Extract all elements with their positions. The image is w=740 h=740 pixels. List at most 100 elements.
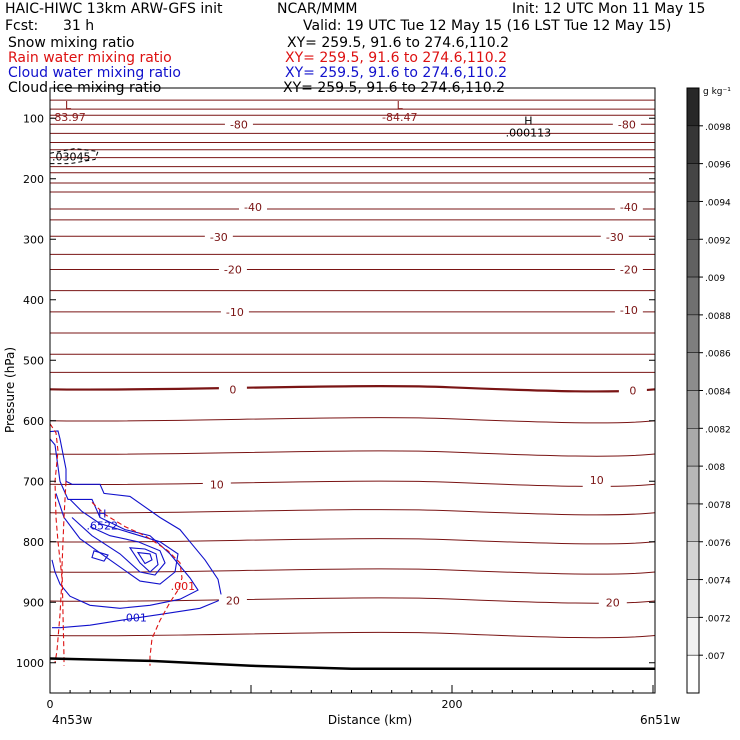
extremum-value: -84.47 <box>382 111 417 124</box>
colorbar-label: .0094 <box>705 198 731 208</box>
colorbar-label: .0086 <box>705 350 731 360</box>
isotherm-label-bg <box>598 596 627 610</box>
colorbar-label: .0082 <box>705 425 731 435</box>
x-end-label: 6n51w <box>640 713 681 727</box>
y-tick-label: 200 <box>23 173 44 186</box>
cloud-water-contour-5 <box>128 547 159 573</box>
colorbar-cell <box>686 276 700 316</box>
isotherm-label: -80 <box>230 118 248 131</box>
isotherm-label: 0 <box>629 385 636 398</box>
contour-label: .001 <box>122 612 146 625</box>
colorbar-label: .007 <box>705 652 725 662</box>
isotherm-label-bg <box>224 118 253 132</box>
header-valid: Valid: 19 UTC Tue 12 May 15 (16 LST Tue … <box>303 18 672 34</box>
y-tick-label: 600 <box>23 415 44 428</box>
colorbar-label: .0078 <box>705 501 731 511</box>
extremum-value: .6522 <box>87 520 119 533</box>
terrain-layer <box>49 657 655 671</box>
isotherm-label-bg <box>614 263 643 277</box>
colorbar-cell <box>686 125 700 164</box>
colorbar-label: .0072 <box>705 614 731 624</box>
cloud-ice-contour <box>49 147 99 165</box>
isotherm-label-bg <box>220 305 249 319</box>
isotherm-line <box>49 509 656 516</box>
isotherm-label: 10 <box>590 474 604 487</box>
isotherm-label: -20 <box>224 264 242 277</box>
cloud-water-contour-3 <box>55 493 179 585</box>
isotherm-label-bg <box>218 263 247 277</box>
isotherm-label: 20 <box>606 596 620 609</box>
isotherm-label: -10 <box>620 304 638 317</box>
cloud-water-contour-small <box>91 550 109 562</box>
isotherm-line <box>49 385 656 393</box>
colorbar-cell <box>686 239 700 278</box>
colorbar-cell <box>686 541 700 580</box>
isotherm-label-bg <box>239 201 268 215</box>
y-tick-label: 100 <box>23 112 44 125</box>
header-model: HAIC-HIWC 13km ARW-GFS init <box>5 1 223 17</box>
colorbar-label: .0088 <box>705 312 731 322</box>
cloud-water-contour-6 <box>136 551 153 565</box>
legend-snow-xy: XY= 259.5, 91.6 to 274.6,110.2 <box>287 35 510 51</box>
isotherm-label-bg <box>218 383 247 397</box>
isotherm-line <box>49 480 656 487</box>
colorbar-cell <box>686 163 700 202</box>
isotherm-label: -40 <box>620 201 638 214</box>
isotherm-label: 20 <box>226 594 240 607</box>
isotherm-line <box>49 417 656 424</box>
legend-snow-name: Snow mixing ratio <box>8 35 135 51</box>
extremum-mark: H <box>524 114 532 127</box>
isotherm-label: -80 <box>618 118 636 131</box>
extremum-mark: L <box>65 99 72 112</box>
y-tick-label: 700 <box>23 475 44 488</box>
x-axis-title: Distance (km) <box>328 713 412 727</box>
colorbar-label: .0076 <box>705 539 731 549</box>
x-tick-label: 200 <box>441 698 462 711</box>
isotherm-label: -20 <box>620 264 638 277</box>
colorbar-cell <box>686 465 700 505</box>
colorbar-label: .008 <box>705 463 725 473</box>
rain-water-contour-3 <box>61 481 67 666</box>
isotherm-line <box>49 631 656 639</box>
isotherm-label-bg <box>204 230 233 244</box>
colorbar-cell <box>686 352 700 391</box>
colorbar-unit: g kg⁻¹ <box>703 87 731 97</box>
contour-label: .001 <box>171 580 196 593</box>
isotherm-label-bg <box>614 304 643 318</box>
colorbar-label: .0074 <box>705 577 731 587</box>
cloud-water-contour-4 <box>71 517 166 576</box>
legend-rain-name: Rain water mixing ratio <box>8 50 172 66</box>
contour-label: .03045 <box>52 151 90 164</box>
cloud-water-contour-2 <box>49 438 199 609</box>
isotherm-label: -10 <box>226 306 244 319</box>
colorbar-label: .0098 <box>705 123 731 133</box>
y-tick-label: 900 <box>23 596 44 609</box>
x-tick-label: 0 <box>47 698 54 711</box>
colorbar-cell <box>686 390 700 429</box>
isotherm-line <box>49 597 656 604</box>
colorbar-label: .0084 <box>705 388 731 398</box>
y-tick-label: 400 <box>23 294 44 307</box>
y-tick-label: 500 <box>23 354 44 367</box>
legend-rain-xy: XY= 259.5, 91.6 to 274.6,110.2 <box>285 50 508 66</box>
isotherm-label-bg <box>600 230 629 244</box>
isotherm-label: -40 <box>244 201 262 214</box>
isotherm-label: -30 <box>606 231 624 244</box>
colorbar: .0098 .0096 .0094 .0092 .009 .0088 .0086 .0084.… <box>686 87 731 694</box>
x-start-label: 4n53w <box>52 713 93 727</box>
isotherm-label-bg <box>218 594 247 608</box>
extremum-mark: H <box>98 508 106 521</box>
isotherm-line <box>49 450 656 457</box>
header-fcst-value: 31 h <box>63 18 95 34</box>
cloud-water-contour-outer <box>49 430 223 629</box>
y-tick-label: 800 <box>23 536 44 549</box>
header-init: Init: 12 UTC Mon 11 May 15 <box>512 1 706 17</box>
rain-water-contour-1 <box>49 423 63 663</box>
rain-water-contour-2 <box>91 501 183 666</box>
isotherm-label: 0 <box>229 383 236 396</box>
colorbar-cell <box>686 201 700 240</box>
colorbar-label: .0092 <box>705 236 731 246</box>
y-tick-label: 1000 <box>16 657 44 670</box>
colorbar-cell <box>686 654 700 694</box>
